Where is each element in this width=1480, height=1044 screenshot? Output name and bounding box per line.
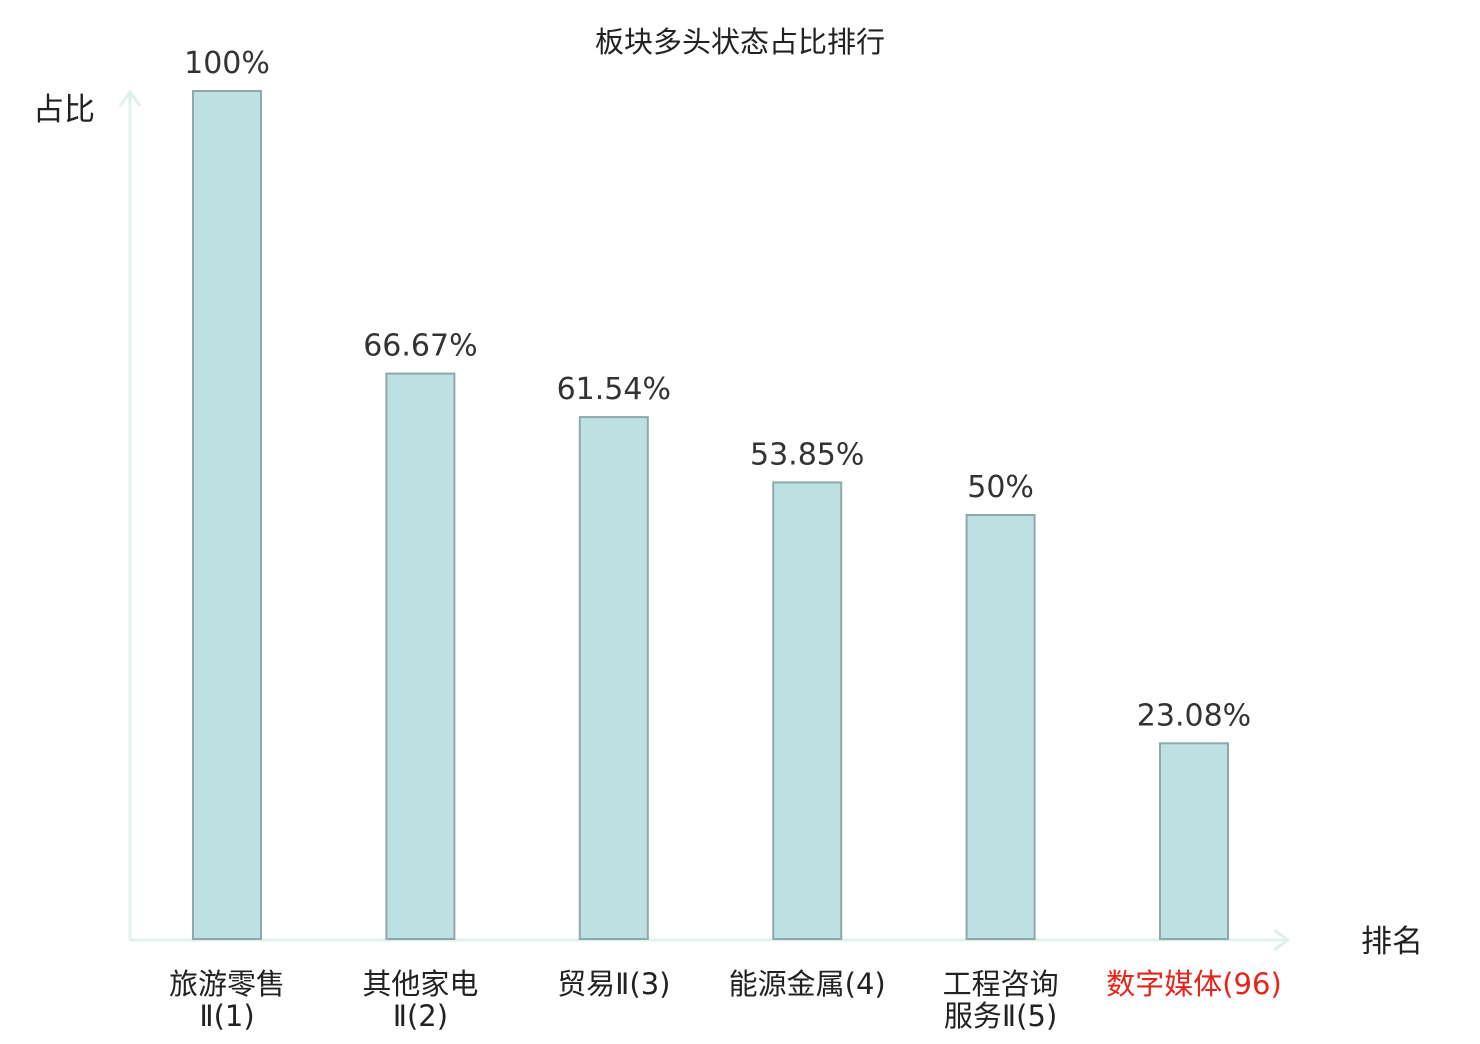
data-label: 50% bbox=[967, 470, 1034, 505]
chart-title: 板块多头状态占比排行 bbox=[595, 25, 885, 59]
category-label: 贸易Ⅱ(3) bbox=[557, 967, 670, 1001]
data-label: 100% bbox=[184, 46, 270, 81]
bar bbox=[192, 90, 262, 940]
bar bbox=[965, 514, 1036, 940]
category-label: 数字媒体(96) bbox=[1106, 967, 1282, 1001]
category-label: Ⅱ(1) bbox=[199, 999, 254, 1033]
x-axis-label: 排名 bbox=[1361, 924, 1423, 960]
data-label: 23.08% bbox=[1137, 698, 1251, 733]
bar bbox=[1159, 742, 1229, 940]
data-label: 66.67% bbox=[363, 329, 477, 364]
data-labels: 100% 66.67% 61.54% 53.85% 50% 23.08% bbox=[184, 46, 1251, 733]
category-label: 其他家电 bbox=[362, 967, 478, 1001]
category-label: 能源金属(4) bbox=[729, 967, 886, 1001]
category-label: 旅游零售 bbox=[169, 967, 285, 1001]
x-axis-arrow bbox=[1273, 928, 1291, 952]
bar bbox=[772, 481, 843, 940]
category-label: Ⅱ(2) bbox=[393, 999, 448, 1033]
axes bbox=[118, 89, 1291, 952]
category-label: 工程咨询 bbox=[943, 967, 1059, 1001]
bar-series bbox=[192, 90, 1229, 941]
y-axis-arrow bbox=[118, 89, 142, 107]
category-label: 服务Ⅱ(5) bbox=[944, 999, 1057, 1033]
bar bbox=[385, 372, 456, 941]
data-label: 61.54% bbox=[557, 372, 671, 407]
bar bbox=[578, 416, 649, 941]
data-label: 53.85% bbox=[750, 437, 864, 472]
y-axis-label: 占比 bbox=[33, 92, 95, 128]
